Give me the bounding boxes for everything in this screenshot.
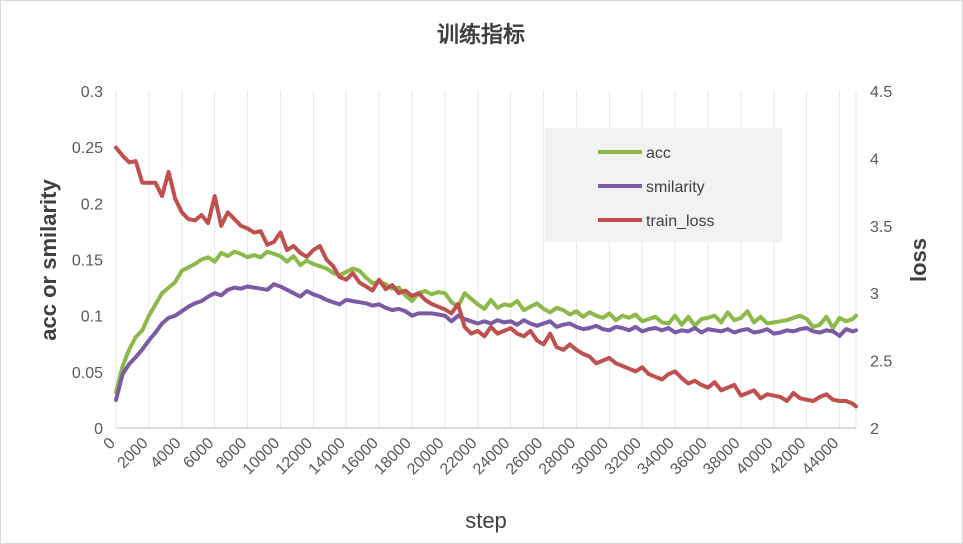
left-tick-label: 0.2 (81, 196, 103, 213)
x-tick-label: 2000 (115, 435, 152, 472)
legend-label-smilarity: smilarity (646, 179, 705, 196)
left-tick-label: 0.05 (72, 365, 103, 382)
left-axis-ticks: 0 0.05 0.1 0.15 0.2 0.25 0.3 (72, 84, 103, 438)
right-tick-label: 3.5 (870, 219, 892, 236)
right-tick-label: 4.5 (870, 84, 892, 101)
right-tick-label: 2.5 (870, 354, 892, 371)
series-line-train-loss (114, 145, 858, 409)
right-tick-label: 4 (870, 151, 879, 168)
x-axis-title: step (465, 508, 507, 533)
left-tick-label: 0 (94, 421, 103, 438)
series-line-smilarity (114, 282, 858, 402)
right-axis-ticks: 2 2.5 3 3.5 4 4.5 (870, 84, 892, 438)
left-axis-title: acc or smilarity (36, 179, 61, 341)
x-tick-label: 4000 (147, 435, 184, 472)
legend-label-acc: acc (646, 145, 671, 162)
left-tick-label: 0.25 (72, 140, 103, 157)
right-tick-label: 3 (870, 286, 879, 303)
series-line-acc (114, 249, 858, 395)
right-tick-label: 2 (870, 421, 879, 438)
left-tick-label: 0.1 (81, 309, 103, 326)
legend: acc smilarity train_loss (545, 128, 782, 242)
x-tick-label: 6000 (180, 435, 217, 472)
legend-label-train-loss: train_loss (646, 213, 714, 230)
x-tick-label: 44000 (799, 435, 843, 479)
x-axis-ticks: 0200040006000800010000120001400016000180… (101, 435, 843, 479)
legend-box (545, 128, 782, 242)
left-tick-label: 0.15 (72, 253, 103, 270)
series-lines (114, 145, 858, 409)
x-tick-label: 0 (101, 435, 119, 453)
chart-title: 训练指标 (437, 22, 525, 48)
left-tick-label: 0.3 (81, 84, 103, 101)
right-axis-title: loss (906, 238, 931, 282)
